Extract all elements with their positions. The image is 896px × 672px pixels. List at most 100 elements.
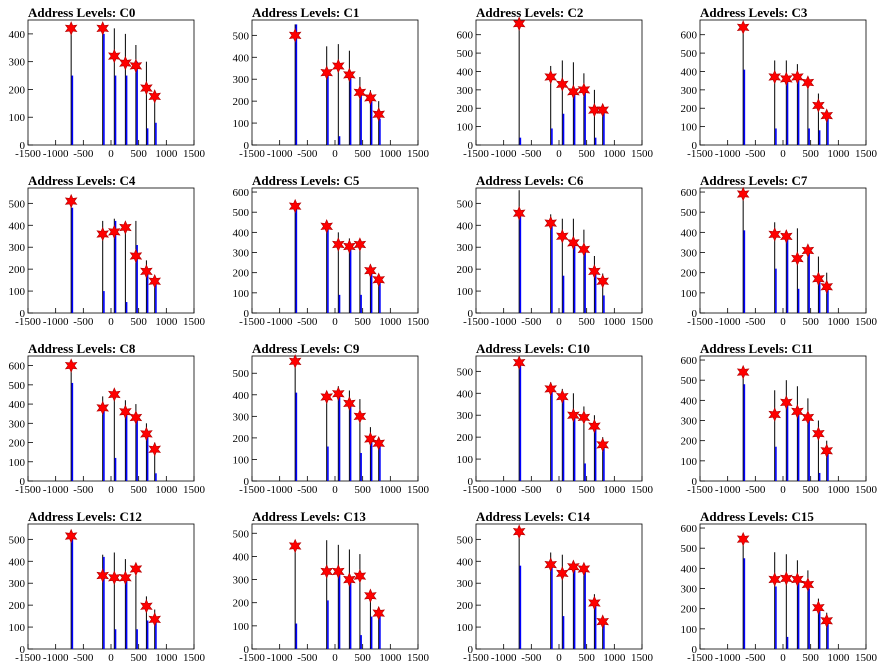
- x-tick-label: -1500: [239, 484, 265, 496]
- x-tick-label: -1000: [715, 484, 741, 496]
- star-marker: [820, 613, 833, 629]
- chart-panel: -1500 -1000 -500 0 500 1000 1500 0 100 200 300 400 5…: [224, 168, 448, 336]
- y-tick-label: 400: [233, 52, 250, 64]
- star-marker: [96, 568, 109, 583]
- y-tick-label: 400: [457, 556, 474, 568]
- star-marker: [577, 242, 591, 257]
- y-tick-label: 300: [457, 85, 474, 97]
- x-tick-label: 0: [108, 148, 114, 160]
- star-marker: [148, 273, 161, 289]
- star-marker: [140, 80, 153, 96]
- star-marker: [820, 443, 833, 459]
- star-marker: [108, 387, 121, 402]
- star-marker: [148, 612, 161, 627]
- y-tick-label: 400: [9, 399, 26, 411]
- x-tick-label: 1000: [379, 484, 402, 496]
- y-tick-label: 300: [9, 57, 26, 69]
- star-marker: [140, 264, 153, 279]
- x-tick-label: -1500: [463, 484, 489, 496]
- axes-frame: [27, 19, 195, 146]
- y-tick-label: 400: [233, 390, 250, 402]
- x-tick-label: 0: [108, 316, 114, 328]
- y-tick-label: 400: [681, 563, 698, 575]
- star-marker: [332, 237, 345, 252]
- x-tick-label: -500: [521, 148, 542, 160]
- x-tick-label: 0: [780, 316, 786, 328]
- chart-title: Address Levels: C2: [476, 5, 584, 20]
- chart-title: Address Levels: C3: [700, 5, 808, 20]
- y-tick-label: 0: [468, 644, 474, 656]
- y-tick-label: 100: [681, 288, 698, 300]
- x-tick-label: 500: [130, 316, 147, 328]
- chart-title: Address Levels: C11: [700, 341, 814, 356]
- chart-panel: -1500 -1000 -500 0 500 1000 1500 0 100 200 300 400 5…: [0, 336, 224, 504]
- y-tick-label: 200: [9, 264, 26, 276]
- axes-frame: [699, 187, 867, 314]
- y-tick-label: 0: [244, 644, 250, 656]
- x-tick-label: 1500: [631, 316, 654, 328]
- chart-panel: -1500 -1000 -500 0 500 1000 1500 0 100 200 300 400 5…: [672, 336, 896, 504]
- x-tick-label: -500: [745, 652, 766, 664]
- y-tick-label: 0: [20, 140, 26, 152]
- x-tick-label: 1500: [183, 316, 206, 328]
- x-tick-label: 0: [780, 652, 786, 664]
- y-tick-label: 400: [233, 227, 250, 239]
- x-tick-label: 1500: [183, 484, 206, 496]
- star-marker: [129, 561, 143, 577]
- chart-title: Address Levels: C4: [28, 173, 136, 188]
- x-tick-label: 1500: [183, 148, 206, 160]
- x-tick-label: -1000: [715, 652, 741, 664]
- x-tick-label: 1000: [155, 652, 178, 664]
- axes-frame: [251, 187, 419, 314]
- x-tick-label: 1500: [407, 652, 430, 664]
- chart-title: Address Levels: C1: [252, 5, 360, 20]
- x-tick-label: 500: [578, 316, 595, 328]
- star-marker: [791, 251, 804, 266]
- star-marker: [129, 58, 143, 74]
- y-tick-label: 0: [20, 308, 26, 320]
- x-tick-label: 1000: [603, 316, 626, 328]
- x-tick-label: -500: [521, 484, 542, 496]
- x-tick-label: 0: [780, 148, 786, 160]
- star-marker: [780, 571, 793, 586]
- star-marker: [353, 237, 367, 252]
- chart-title: Address Levels: C15: [700, 509, 814, 524]
- y-tick-label: 500: [233, 368, 250, 380]
- chart-svg: -1500 -1000 -500 0 500 1000 1500 0 100 200 300 400 5…: [457, 16, 654, 160]
- x-tick-label: 1500: [631, 484, 654, 496]
- star-marker: [320, 219, 333, 234]
- x-tick-label: 0: [556, 652, 562, 664]
- y-tick-label: 500: [457, 48, 474, 60]
- y-tick-label: 600: [9, 361, 26, 373]
- y-tick-label: 500: [9, 380, 26, 392]
- x-tick-label: 500: [354, 148, 371, 160]
- chart-panel: -1500 -1000 -500 0 500 1000 1500 0 100 200 300 400 5…: [448, 0, 672, 168]
- x-tick-label: -1500: [463, 148, 489, 160]
- y-tick-label: 0: [692, 644, 698, 656]
- star-marker: [736, 186, 750, 202]
- star-marker: [512, 524, 526, 539]
- star-marker: [288, 354, 302, 369]
- y-tick-label: 200: [457, 432, 474, 444]
- x-tick-label: 1000: [827, 484, 850, 496]
- star-marker: [596, 102, 609, 118]
- x-tick-label: 500: [354, 484, 371, 496]
- x-tick-label: -1000: [43, 148, 69, 160]
- x-tick-label: -500: [297, 652, 318, 664]
- x-tick-label: 500: [130, 148, 147, 160]
- x-tick-label: -1500: [15, 148, 41, 160]
- x-tick-label: 500: [354, 652, 371, 664]
- y-tick-label: 300: [233, 74, 250, 86]
- star-marker: [556, 566, 569, 581]
- x-tick-label: -1500: [15, 484, 41, 496]
- x-tick-label: 1500: [855, 484, 878, 496]
- x-tick-label: 1500: [855, 316, 878, 328]
- y-tick-label: 300: [9, 578, 26, 590]
- y-tick-label: 600: [233, 187, 250, 199]
- chart-panel: -1500 -1000 -500 0 500 1000 1500 0 100 200 300 400 A…: [0, 0, 224, 168]
- x-tick-label: 1500: [407, 148, 430, 160]
- y-tick-label: 100: [457, 454, 474, 466]
- y-tick-label: 400: [681, 66, 698, 78]
- y-tick-label: 200: [681, 436, 698, 448]
- x-tick-label: 1000: [827, 652, 850, 664]
